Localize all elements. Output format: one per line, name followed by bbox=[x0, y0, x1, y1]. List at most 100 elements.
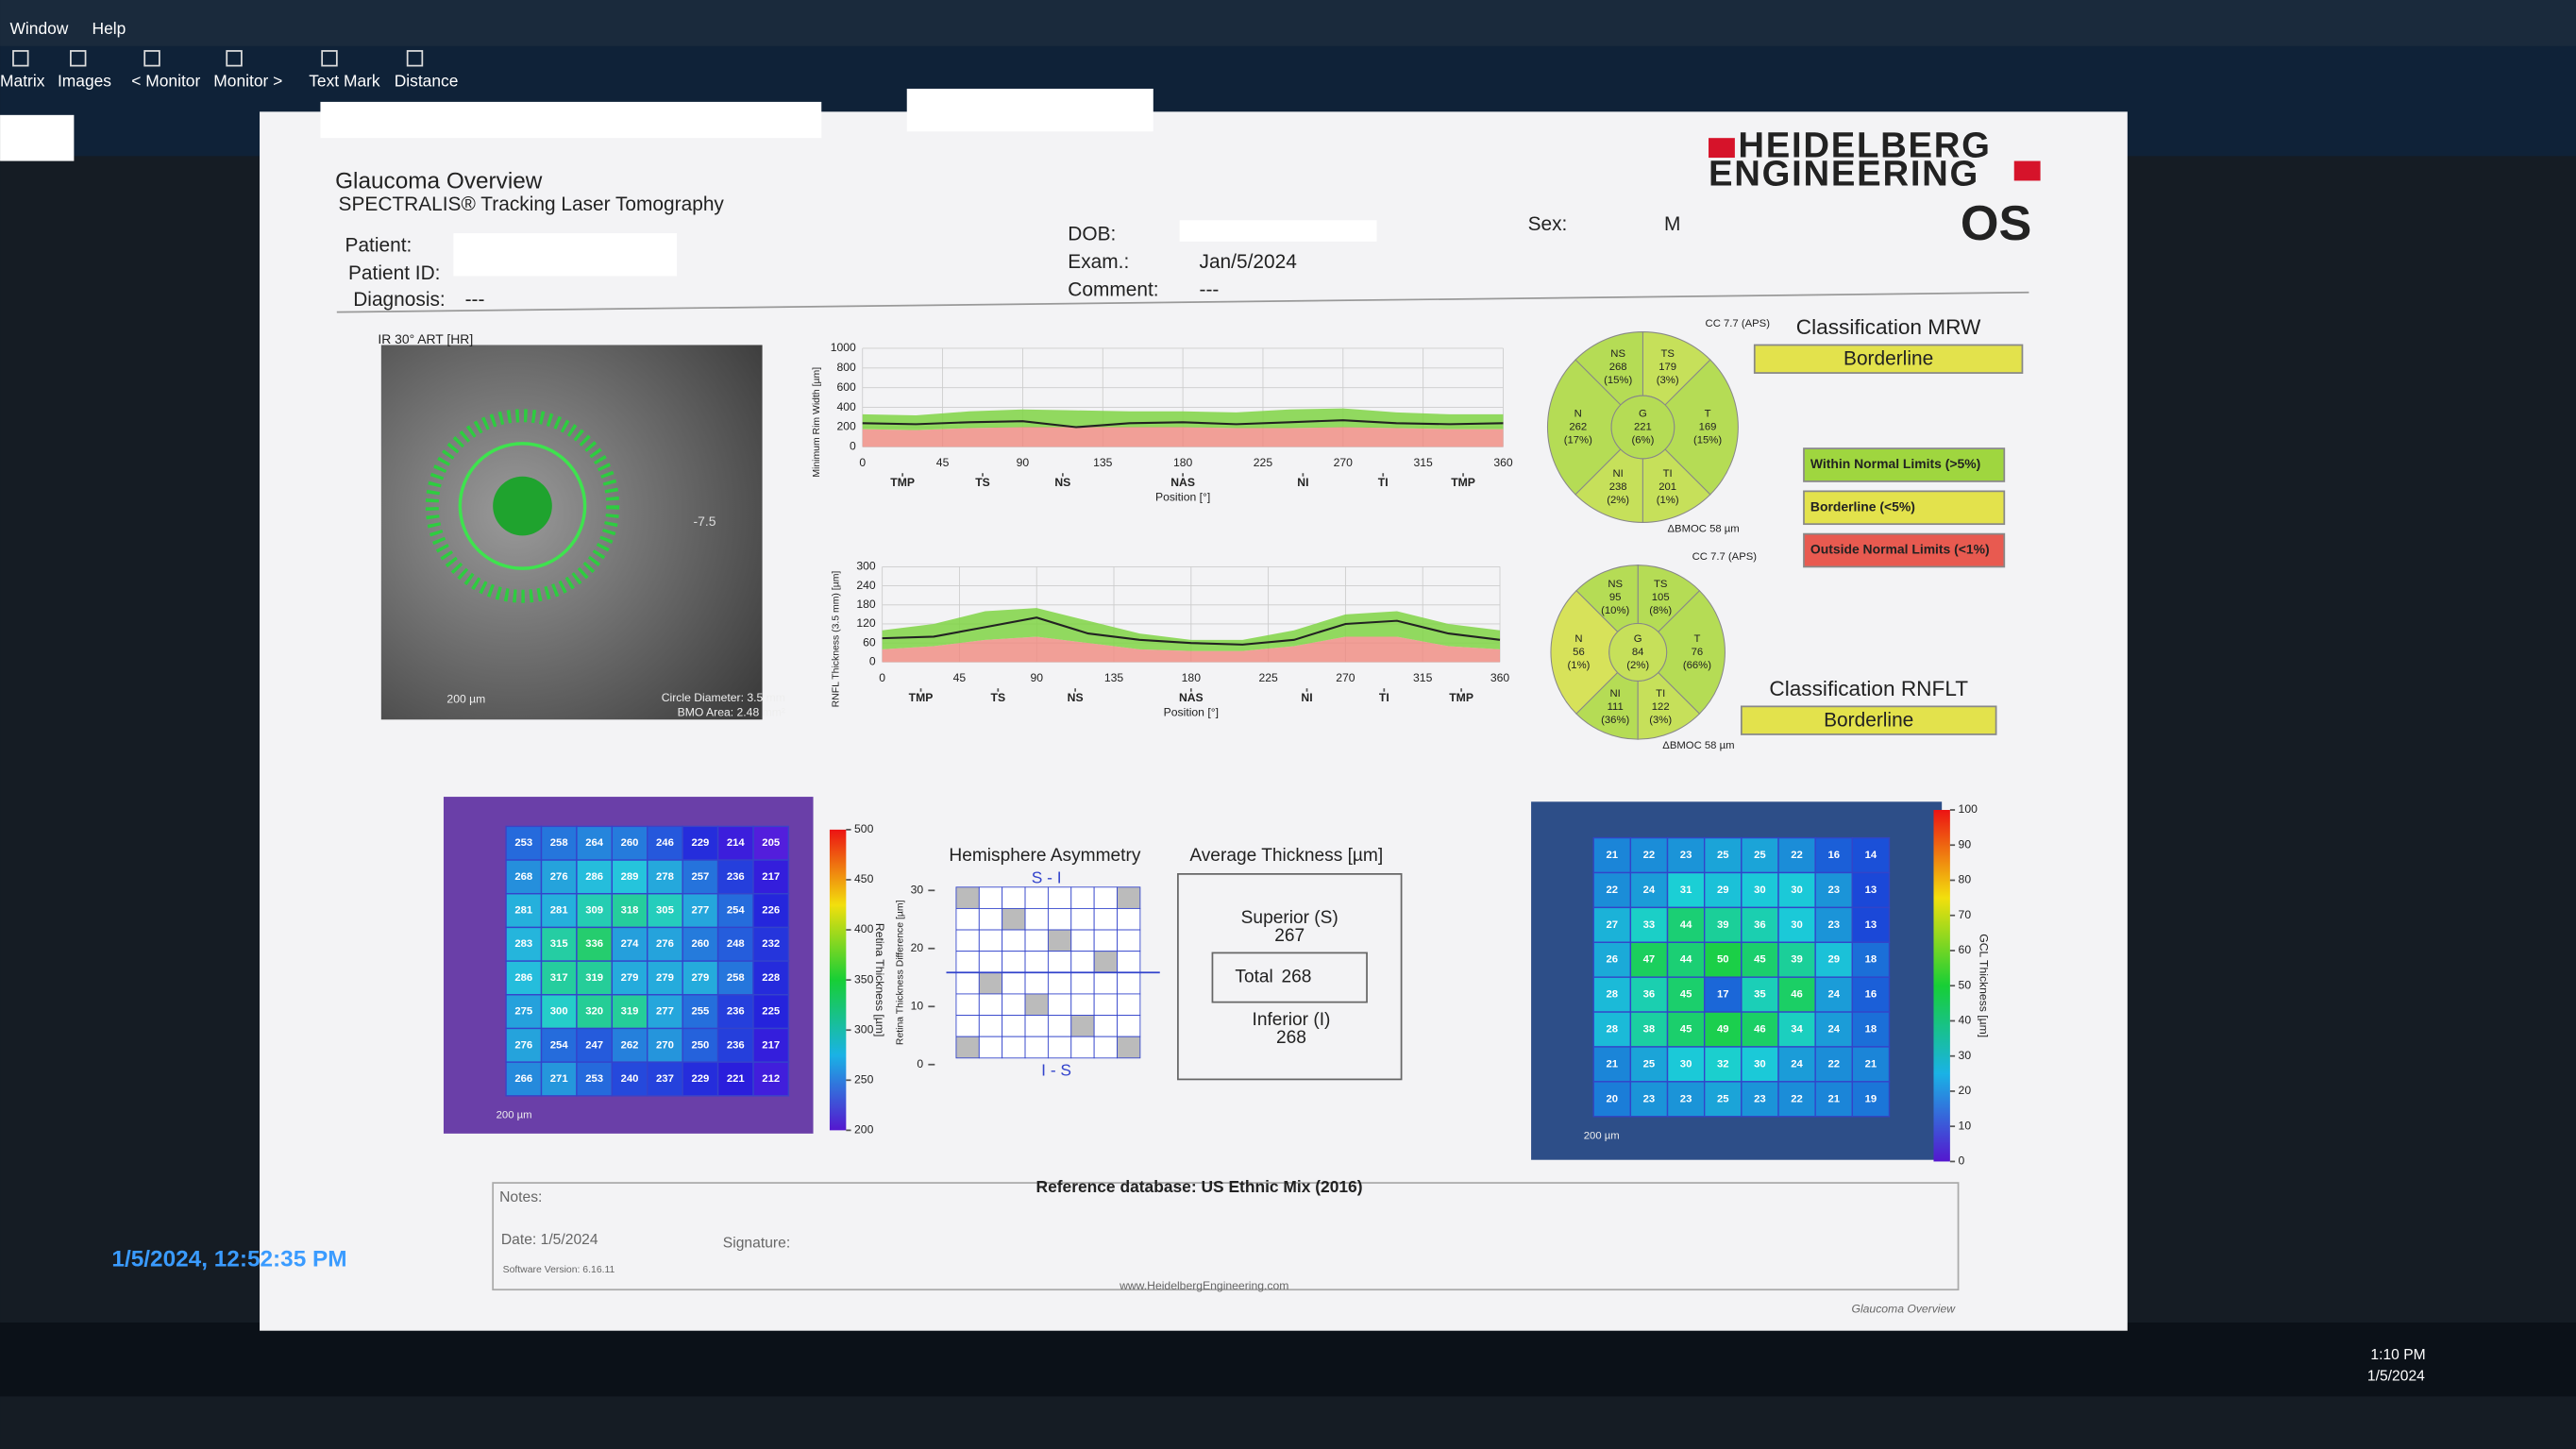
asymmetry-cell bbox=[978, 1036, 1003, 1059]
map-value: 205 bbox=[762, 837, 780, 849]
menu-bar bbox=[0, 0, 2576, 46]
sector-label: NAS bbox=[1170, 476, 1195, 489]
toolbar-button[interactable]: Distance bbox=[395, 72, 459, 91]
toolbar-button[interactable]: Matrix bbox=[0, 72, 45, 91]
map-cell bbox=[1703, 836, 1743, 874]
map-scale: 200 µm bbox=[497, 1110, 532, 1121]
map-value: 23 bbox=[1643, 1093, 1656, 1104]
map-value: 20 bbox=[1606, 1093, 1618, 1104]
sector-label: TMP bbox=[1449, 691, 1473, 704]
map-value: 46 bbox=[1754, 1023, 1766, 1035]
colorbar-label: 450 bbox=[854, 872, 874, 885]
x-tick-label: 180 bbox=[1173, 456, 1193, 469]
colorbar-label: 200 bbox=[854, 1123, 874, 1137]
menu-item[interactable]: Help bbox=[93, 19, 126, 38]
image-label: -7.5 bbox=[693, 514, 716, 529]
colorbar-label: 90 bbox=[1959, 837, 1972, 851]
sector-value: 105 bbox=[1652, 592, 1670, 603]
sector-percent: (66%) bbox=[1683, 660, 1711, 671]
map-value: 229 bbox=[691, 837, 709, 849]
redaction bbox=[906, 88, 1153, 132]
map-value: 19 bbox=[1865, 1093, 1877, 1104]
map-value: 30 bbox=[1791, 919, 1803, 931]
toolbar-button[interactable]: Images bbox=[58, 72, 111, 91]
image-label: BMO Area: 2.48 mm² bbox=[678, 706, 785, 719]
average-label: Total bbox=[1235, 968, 1272, 987]
map-cell bbox=[1814, 1011, 1854, 1048]
toolbar-button[interactable]: Text Mark bbox=[309, 72, 380, 91]
map-value: 49 bbox=[1717, 1023, 1729, 1035]
sector-percent: (15%) bbox=[1604, 375, 1632, 386]
menu-item[interactable]: Window bbox=[9, 19, 68, 38]
map-value: 34 bbox=[1791, 1023, 1803, 1035]
toolbar-icon[interactable] bbox=[226, 50, 243, 67]
map-value: 18 bbox=[1865, 954, 1877, 966]
colorbar-label: 0 bbox=[1959, 1154, 1965, 1168]
average-value: 267 bbox=[1274, 926, 1305, 946]
x-tick-label: 45 bbox=[936, 456, 950, 469]
asymmetry-cell bbox=[1002, 971, 1026, 995]
map-value: 16 bbox=[1865, 989, 1877, 1001]
sector-label: TMP bbox=[890, 476, 915, 489]
map-value: 274 bbox=[621, 938, 640, 950]
map-value: 30 bbox=[1791, 885, 1803, 896]
toolbar-button[interactable]: Monitor > bbox=[213, 72, 282, 91]
map-value: 278 bbox=[656, 871, 674, 883]
measured-line bbox=[862, 419, 1504, 429]
map-value: 276 bbox=[550, 871, 568, 883]
map-cell bbox=[716, 994, 754, 1030]
map-cell bbox=[540, 1027, 578, 1063]
field-value: M bbox=[1664, 213, 1680, 235]
toolbar-icon[interactable] bbox=[70, 50, 87, 67]
field-label: Sex: bbox=[1528, 213, 1568, 235]
map-value: 225 bbox=[762, 1006, 780, 1018]
toolbar-icon[interactable] bbox=[321, 50, 338, 67]
asymmetry-cell bbox=[1047, 951, 1072, 973]
asymmetry-cell bbox=[978, 971, 1003, 995]
map-value: 286 bbox=[514, 972, 532, 984]
map-value: 29 bbox=[1827, 954, 1840, 966]
x-tick-label: 90 bbox=[1030, 671, 1043, 684]
asymmetry-cell bbox=[1002, 907, 1026, 931]
asymmetry-cell bbox=[1093, 951, 1118, 973]
map-value: 275 bbox=[514, 1006, 532, 1018]
x-axis-label: Position [°] bbox=[1155, 491, 1210, 504]
map-value: 22 bbox=[1827, 1058, 1840, 1070]
y-tick-label: 20 bbox=[911, 941, 924, 954]
map-cell bbox=[1851, 1011, 1891, 1048]
asymmetry-label: S - I bbox=[1032, 868, 1062, 887]
image-label: 200 µm bbox=[446, 693, 485, 706]
y-axis-label: RNFL Thickness (3.5 mm) [µm] bbox=[832, 571, 842, 708]
map-cell bbox=[1851, 1081, 1891, 1118]
image-label: Circle Diameter: 3.5 mm bbox=[662, 691, 785, 704]
map-cell bbox=[647, 1061, 683, 1097]
sector-name: TI bbox=[1656, 688, 1665, 699]
map-cell bbox=[540, 825, 578, 861]
map-cell bbox=[1814, 836, 1854, 874]
x-tick-label: 270 bbox=[1336, 671, 1355, 684]
scan-circle bbox=[458, 442, 587, 570]
toolbar-icon[interactable] bbox=[143, 50, 160, 67]
map-value: 279 bbox=[656, 972, 674, 984]
map-value: 279 bbox=[621, 972, 639, 984]
map-value: 315 bbox=[550, 938, 568, 950]
field-value: --- bbox=[465, 289, 485, 311]
map-cell bbox=[1851, 1046, 1891, 1083]
toolbar-icon[interactable] bbox=[12, 50, 29, 67]
map-cell bbox=[1777, 1011, 1816, 1048]
average-value: 268 bbox=[1282, 968, 1312, 987]
map-cell bbox=[1814, 941, 1854, 978]
y-tick-label: 180 bbox=[856, 598, 876, 611]
toolbar-button[interactable]: < Monitor bbox=[131, 72, 200, 91]
toolbar-icon[interactable] bbox=[406, 50, 424, 67]
sector-value: 84 bbox=[1632, 647, 1644, 658]
sector bbox=[1610, 395, 1675, 460]
y-axis-label: Retina Thickness Difference [µm] bbox=[896, 900, 906, 1045]
map-cell bbox=[1703, 871, 1743, 909]
map-cell bbox=[682, 825, 719, 861]
sector-name: TS bbox=[1654, 579, 1668, 590]
map-value: 260 bbox=[691, 938, 709, 950]
brand: HEIDELBERG bbox=[1738, 126, 1991, 166]
y-tick-label: 800 bbox=[836, 361, 856, 374]
sector-name: N bbox=[1574, 633, 1582, 645]
